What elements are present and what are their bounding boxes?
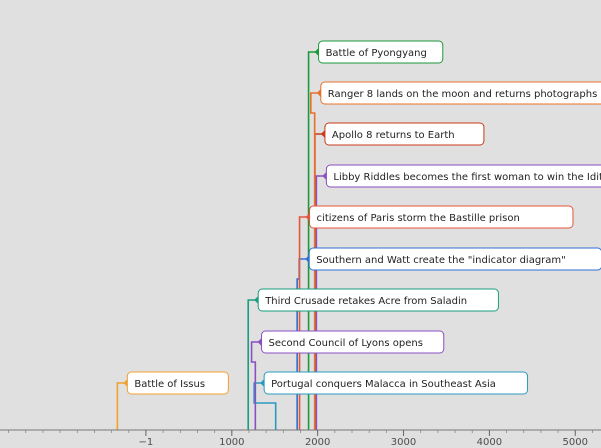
event-label-box [261,330,445,354]
event-label-box [324,122,485,146]
event-connector [253,382,277,430]
event-label-box [263,371,529,395]
event-label-box [309,205,574,229]
event-label-box [257,288,499,312]
x-tick-label: 5000 [563,437,588,448]
x-tick-label: 4000 [477,437,502,448]
event-label: Second Council of Lyons opens [269,338,423,349]
event-label: Portugal conquers Malacca in Southeast A… [271,379,496,390]
event-connector [247,299,257,430]
event-connector [116,382,126,430]
event-label-box [320,81,601,105]
event-connector [298,216,308,430]
event-label-box [325,164,601,188]
event-label: Ranger 8 lands on the moon and returns p… [328,89,598,100]
event-label: Southern and Watt create the "indicator … [316,255,566,266]
event-label: Battle of Issus [134,379,205,390]
event-label-box [308,247,601,271]
event-label: Battle of Pyongyang [326,48,427,59]
x-tick-label: 1000 [219,437,244,448]
event-connector [250,341,260,430]
x-tick-label: 2000 [305,437,330,448]
x-axis: −1 1000 2000 3000 4000 5000 [0,429,601,448]
event-label: citizens of Paris storm the Bastille pri… [317,213,520,224]
event-labels: Battle of Issus Portugal conquers Malacca… [123,40,601,395]
event-label: Third Crusade retakes Acre from Saladin [264,296,467,307]
event-label: Apollo 8 returns to Earth [332,130,455,141]
x-tick-label: −1 [138,437,153,448]
event-label-box [126,371,229,395]
x-tick-label: 3000 [391,437,416,448]
event-label: Libby Riddles becomes the first woman to… [333,172,601,183]
event-label-box [318,40,444,64]
